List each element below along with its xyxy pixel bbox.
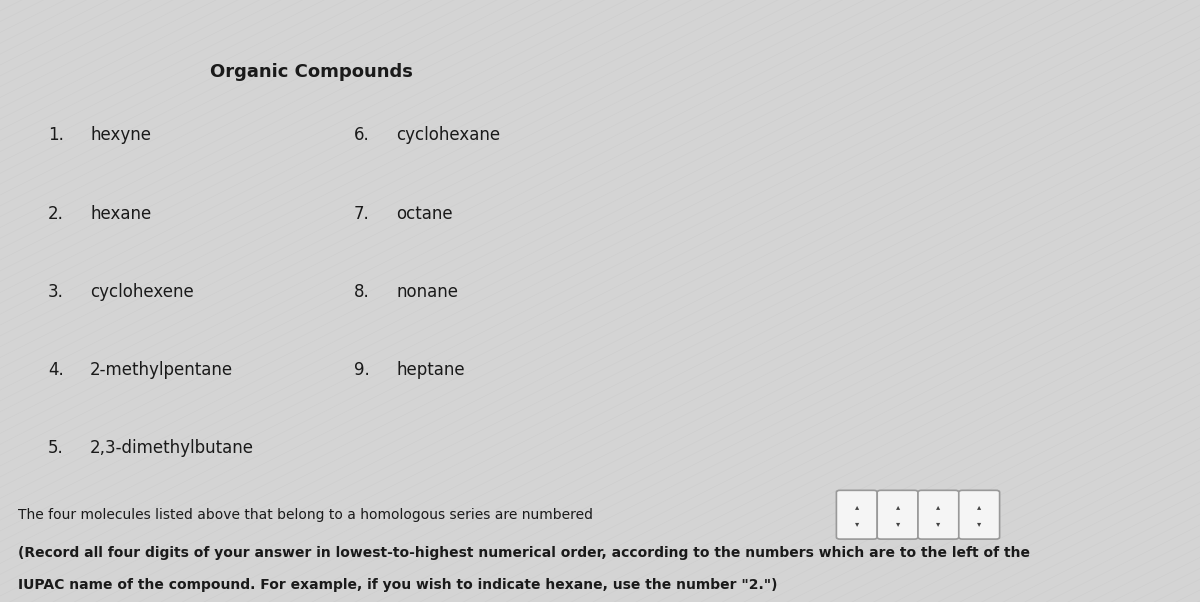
Text: ▾: ▾ — [936, 519, 941, 527]
Text: nonane: nonane — [396, 283, 458, 301]
Text: ▾: ▾ — [977, 519, 982, 527]
Text: 1.: 1. — [48, 126, 64, 144]
FancyBboxPatch shape — [836, 490, 877, 539]
Text: 6.: 6. — [354, 126, 370, 144]
Text: The four molecules listed above that belong to a homologous series are numbered: The four molecules listed above that bel… — [18, 507, 593, 522]
Text: Organic Compounds: Organic Compounds — [210, 63, 413, 81]
Text: (Record all four digits of your answer in lowest-to-highest numerical order, acc: (Record all four digits of your answer i… — [18, 545, 1030, 560]
Text: 2,3-dimethylbutane: 2,3-dimethylbutane — [90, 439, 254, 458]
Text: ▴: ▴ — [854, 502, 859, 510]
Text: 9.: 9. — [354, 361, 370, 379]
Text: 8.: 8. — [354, 283, 370, 301]
Text: ▴: ▴ — [936, 502, 941, 510]
Text: heptane: heptane — [396, 361, 464, 379]
Text: cyclohexane: cyclohexane — [396, 126, 500, 144]
Text: hexyne: hexyne — [90, 126, 151, 144]
Text: ▾: ▾ — [895, 519, 900, 527]
Text: 2.: 2. — [48, 205, 64, 223]
Text: cyclohexene: cyclohexene — [90, 283, 193, 301]
Text: octane: octane — [396, 205, 452, 223]
Text: hexane: hexane — [90, 205, 151, 223]
Text: 7.: 7. — [354, 205, 370, 223]
Text: 3.: 3. — [48, 283, 64, 301]
Text: 2-methylpentane: 2-methylpentane — [90, 361, 233, 379]
Text: ▾: ▾ — [854, 519, 859, 527]
FancyBboxPatch shape — [877, 490, 918, 539]
FancyBboxPatch shape — [959, 490, 1000, 539]
Text: IUPAC name of the compound. For example, if you wish to indicate hexane, use the: IUPAC name of the compound. For example,… — [18, 578, 778, 592]
Text: 4.: 4. — [48, 361, 64, 379]
Text: 5.: 5. — [48, 439, 64, 458]
Text: ▴: ▴ — [977, 502, 982, 510]
FancyBboxPatch shape — [918, 490, 959, 539]
Text: ▴: ▴ — [895, 502, 900, 510]
